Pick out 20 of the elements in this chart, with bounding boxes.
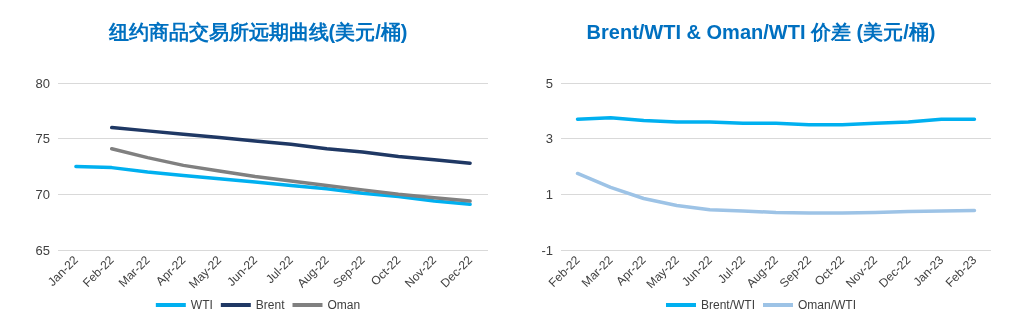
line-series <box>575 116 977 127</box>
y-tick-label: 70 <box>35 186 50 202</box>
y-tick-label: 5 <box>545 75 553 91</box>
line-series <box>575 171 977 215</box>
y-tick-label: 3 <box>545 131 553 147</box>
y-tick-label: 80 <box>35 75 50 91</box>
legend-label: Brent <box>255 298 286 312</box>
y-tick-label: -1 <box>541 242 553 258</box>
y-tick-label: 75 <box>35 131 50 147</box>
line-series <box>110 146 472 203</box>
legend-label: Oman/WTI <box>798 298 857 312</box>
legend-label: Oman <box>327 298 361 312</box>
line-series <box>74 164 472 207</box>
line-series <box>110 125 472 165</box>
y-tick-label: 65 <box>35 242 50 258</box>
legend-label: WTI <box>190 298 213 312</box>
legend-label: Brent/WTI <box>701 298 756 312</box>
y-tick-label: 1 <box>545 186 553 202</box>
chart-title: Brent/WTI & Oman/WTI 价差 (美元/桶) <box>586 21 936 43</box>
chart-title: 纽约商品交易所远期曲线(美元/桶) <box>107 21 408 43</box>
